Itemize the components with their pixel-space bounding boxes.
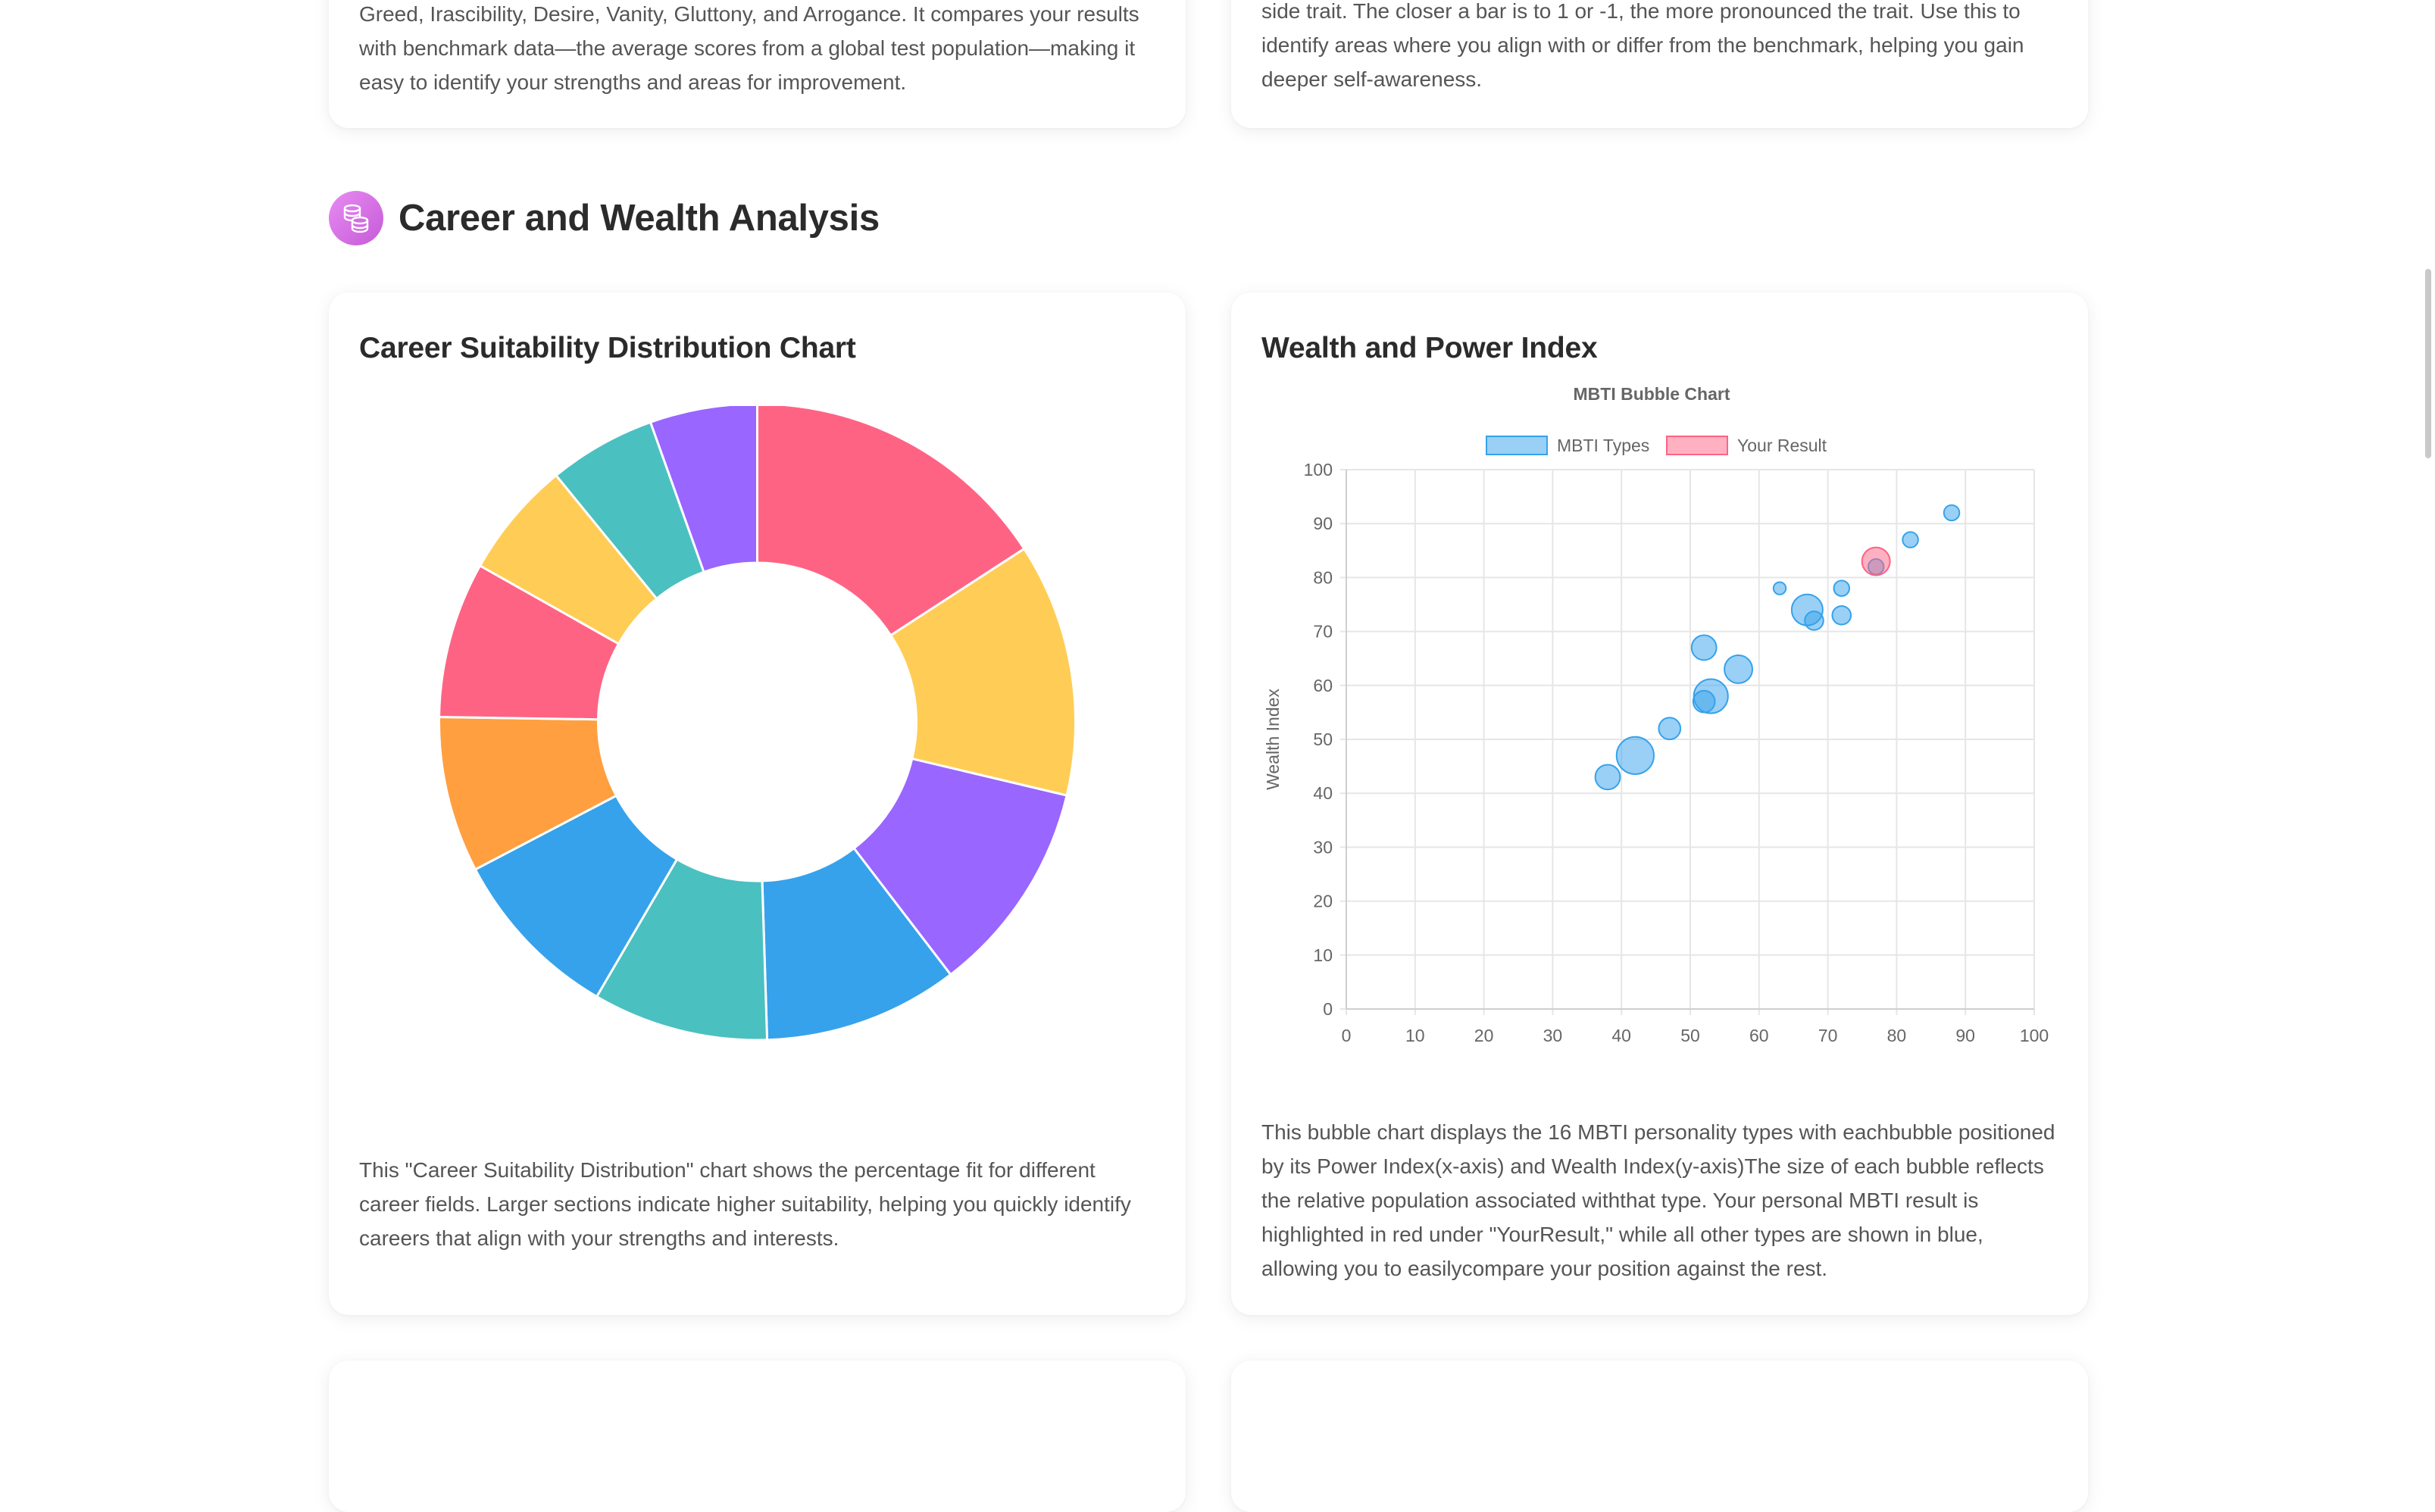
benchmark-description: Greed, Irascibility, Desire, Vanity, Glu… bbox=[359, 2, 1139, 94]
x-tick-label: 20 bbox=[1474, 1026, 1494, 1045]
y-tick-label: 80 bbox=[1313, 567, 1333, 587]
legend-swatch bbox=[1486, 436, 1548, 455]
career-chart-title: Career Suitability Distribution Chart bbox=[359, 332, 856, 364]
x-tick-label: 80 bbox=[1887, 1026, 1907, 1045]
doughnut-segment[interactable] bbox=[889, 547, 1077, 797]
doughnut-segment[interactable] bbox=[761, 847, 952, 1042]
y-tick-label: 50 bbox=[1313, 729, 1333, 749]
mbti-type-bubble[interactable] bbox=[1594, 764, 1621, 791]
y-tick-label: 70 bbox=[1313, 622, 1333, 642]
page-scrollbar[interactable] bbox=[2425, 269, 2431, 458]
bubble-chart-title: MBTI Bubble Chart bbox=[1574, 384, 1730, 404]
y-tick-label: 30 bbox=[1313, 837, 1333, 857]
next-right-card bbox=[1231, 1360, 2088, 1512]
x-tick-label: 30 bbox=[1543, 1026, 1563, 1045]
x-tick-label: 60 bbox=[1749, 1026, 1769, 1045]
doughnut-segment[interactable] bbox=[649, 406, 758, 573]
x-tick-label: 100 bbox=[2020, 1026, 2049, 1045]
y-tick-label: 20 bbox=[1313, 892, 1333, 911]
legend-label[interactable]: MBTI Types bbox=[1557, 436, 1649, 455]
mbti-type-bubble[interactable] bbox=[1833, 579, 1851, 597]
x-tick-label: 40 bbox=[1611, 1026, 1631, 1045]
wealth-chart-description: This bubble chart displays the 16 MBTI p… bbox=[1261, 1120, 2055, 1280]
x-tick-label: 10 bbox=[1405, 1026, 1425, 1045]
career-chart-description: This "Career Suitability Distribution" c… bbox=[359, 1158, 1131, 1250]
wealth-chart-title: Wealth and Power Index bbox=[1261, 332, 1598, 364]
wealth-power-card: Wealth and Power Index MBTI Bubble Chart… bbox=[1231, 292, 2088, 1315]
mbti-type-bubble[interactable] bbox=[1772, 581, 1787, 595]
mbti-type-bubble[interactable] bbox=[1943, 504, 1961, 522]
y-tick-label: 0 bbox=[1323, 999, 1333, 1019]
mbti-type-bubble[interactable] bbox=[1724, 654, 1754, 684]
career-suitability-card: Career Suitability Distribution Chart Th… bbox=[329, 292, 1186, 1315]
trait-bar-card: side trait. The closer a bar is to 1 or … bbox=[1231, 0, 2088, 128]
doughnut-segment[interactable] bbox=[756, 406, 1026, 637]
mbti-type-bubble[interactable] bbox=[1693, 678, 1729, 714]
y-axis-label: Wealth Index bbox=[1263, 689, 1283, 790]
y-tick-label: 60 bbox=[1313, 676, 1333, 695]
trait-bar-description: side trait. The closer a bar is to 1 or … bbox=[1261, 0, 2024, 91]
your-result-bubble[interactable] bbox=[1861, 546, 1891, 576]
section-title: Career and Wealth Analysis bbox=[399, 198, 880, 239]
mbti-type-bubble[interactable] bbox=[1902, 531, 1919, 548]
coins-stack-icon bbox=[329, 191, 383, 245]
y-tick-label: 100 bbox=[1304, 460, 1333, 480]
next-left-card bbox=[329, 1360, 1186, 1512]
career-doughnut-chart bbox=[438, 406, 1077, 1042]
section-header: Career and Wealth Analysis bbox=[329, 191, 880, 245]
legend-swatch bbox=[1666, 436, 1728, 455]
mbti-type-bubble[interactable] bbox=[1690, 634, 1718, 661]
mbti-type-bubble[interactable] bbox=[1615, 736, 1655, 775]
x-tick-label: 90 bbox=[1955, 1026, 1975, 1045]
mbti-type-bubble[interactable] bbox=[1658, 717, 1682, 741]
x-tick-label: 50 bbox=[1680, 1026, 1700, 1045]
x-tick-label: 0 bbox=[1342, 1026, 1352, 1045]
mbti-type-bubble[interactable] bbox=[1804, 611, 1824, 631]
doughnut-segment[interactable] bbox=[852, 758, 1068, 976]
y-tick-label: 10 bbox=[1313, 945, 1333, 965]
mbti-bubble-chart: MBTI Bubble Chart MBTI Types Your Result 0 1… bbox=[1263, 384, 2049, 1045]
mbti-type-bubble[interactable] bbox=[1831, 604, 1852, 626]
x-tick-label: 70 bbox=[1818, 1026, 1838, 1045]
y-tick-label: 90 bbox=[1313, 514, 1333, 533]
y-tick-label: 40 bbox=[1313, 783, 1333, 803]
legend-label[interactable]: Your Result bbox=[1737, 436, 1827, 455]
personality-benchmark-card: Greed, Irascibility, Desire, Vanity, Glu… bbox=[329, 0, 1186, 128]
